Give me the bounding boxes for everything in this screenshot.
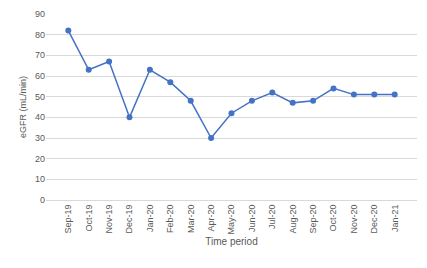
- svg-text:70: 70: [35, 50, 45, 60]
- svg-text:Dec-19: Dec-19: [124, 205, 134, 234]
- svg-text:80: 80: [35, 30, 45, 40]
- svg-text:Nov-20: Nov-20: [349, 205, 359, 234]
- svg-text:Aug-20: Aug-20: [288, 205, 298, 234]
- svg-text:30: 30: [35, 133, 45, 143]
- svg-text:Jul-20: Jul-20: [267, 205, 277, 230]
- svg-text:Jan-21: Jan-21: [390, 205, 400, 233]
- svg-text:Oct-19: Oct-19: [84, 205, 94, 232]
- svg-text:Jun-20: Jun-20: [247, 205, 257, 233]
- svg-text:10: 10: [35, 174, 45, 184]
- svg-text:Mar-20: Mar-20: [186, 205, 196, 234]
- svg-text:Sep-20: Sep-20: [308, 205, 318, 234]
- svg-text:Feb-20: Feb-20: [165, 205, 175, 234]
- svg-text:Sep-19: Sep-19: [63, 205, 73, 234]
- svg-text:50: 50: [35, 92, 45, 102]
- svg-text:20: 20: [35, 154, 45, 164]
- svg-text:Apr-20: Apr-20: [206, 205, 216, 232]
- svg-text:0: 0: [40, 195, 45, 205]
- svg-text:90: 90: [35, 9, 45, 19]
- svg-text:Oct-20: Oct-20: [328, 205, 338, 232]
- svg-text:40: 40: [35, 112, 45, 122]
- svg-text:Time period: Time period: [205, 236, 257, 247]
- svg-text:May-20: May-20: [226, 205, 236, 235]
- svg-text:Dec-20: Dec-20: [369, 205, 379, 234]
- svg-text:Jan-20: Jan-20: [145, 205, 155, 233]
- svg-text:Nov-19: Nov-19: [104, 205, 114, 234]
- svg-text:60: 60: [35, 71, 45, 81]
- svg-text:eGFR (mL/min): eGFR (mL/min): [18, 76, 28, 138]
